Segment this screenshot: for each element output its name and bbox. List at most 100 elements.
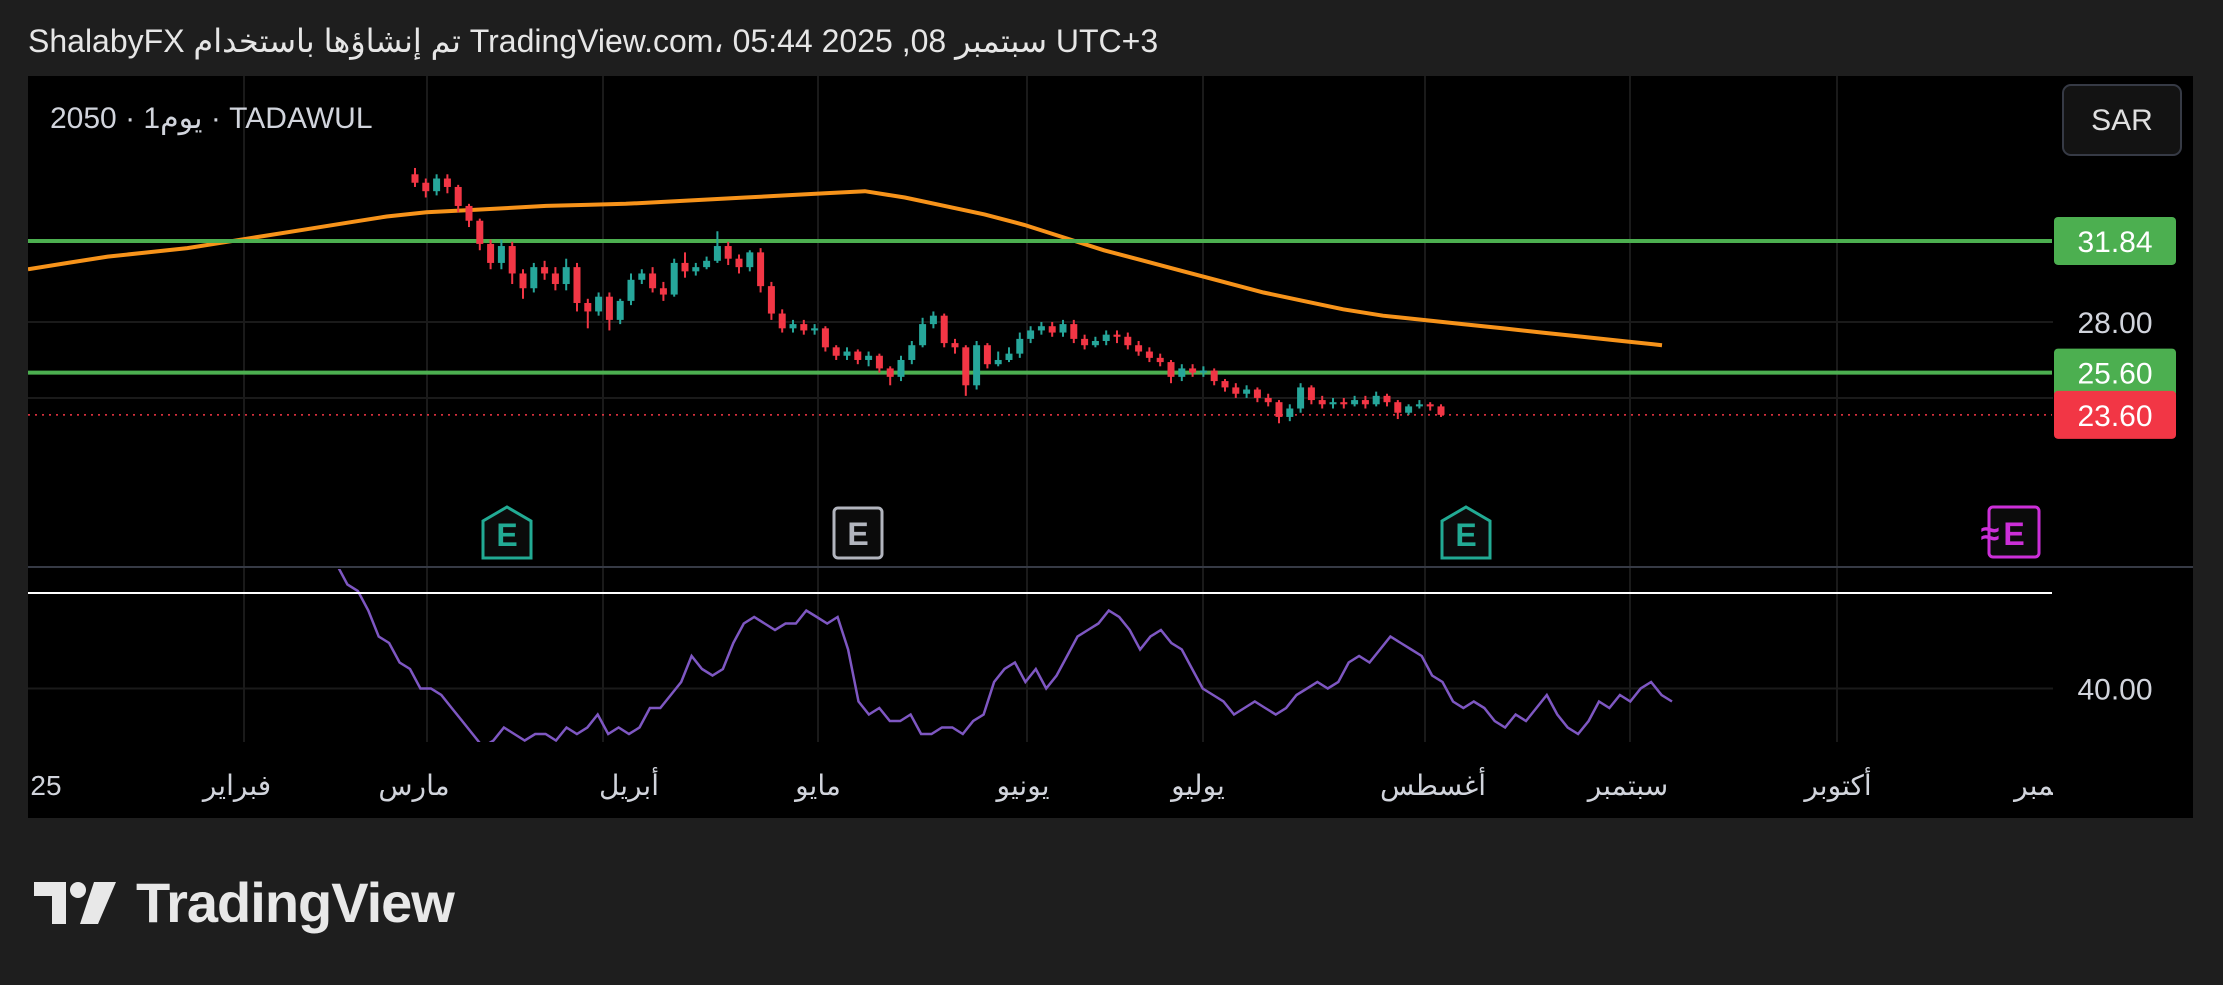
candle[interactable]	[1340, 397, 1348, 409]
candle[interactable]	[713, 231, 721, 263]
candle[interactable]	[940, 313, 948, 348]
candle[interactable]	[1059, 319, 1067, 337]
candle[interactable]	[476, 218, 484, 251]
candle[interactable]	[422, 178, 430, 198]
candle[interactable]	[1005, 347, 1013, 363]
candle[interactable]	[1297, 383, 1305, 413]
candle[interactable]	[465, 203, 473, 228]
candle[interactable]	[595, 292, 603, 316]
candle[interactable]	[1415, 400, 1423, 409]
candle[interactable]	[1383, 393, 1391, 407]
candle[interactable]	[789, 319, 797, 333]
candle[interactable]	[454, 184, 462, 213]
candle[interactable]	[1307, 385, 1315, 405]
candle[interactable]	[681, 252, 689, 278]
candle[interactable]	[832, 345, 840, 360]
candle[interactable]	[854, 349, 862, 365]
candle[interactable]	[724, 241, 732, 266]
chart-pane[interactable]	[28, 76, 2193, 818]
candle[interactable]	[865, 351, 873, 367]
candle[interactable]	[692, 262, 700, 276]
candle[interactable]	[886, 366, 894, 386]
candle[interactable]	[973, 340, 981, 390]
candle[interactable]	[1135, 340, 1143, 356]
candle[interactable]	[411, 167, 419, 187]
candle[interactable]	[1318, 395, 1326, 409]
rsi-line[interactable]	[337, 565, 1673, 747]
candle[interactable]	[508, 241, 516, 285]
candle[interactable]	[1426, 402, 1434, 411]
candle[interactable]	[1351, 395, 1359, 407]
candle[interactable]	[1178, 364, 1186, 382]
candles[interactable]	[411, 167, 1445, 424]
last-price-badge[interactable]: 23.60	[2054, 390, 2176, 439]
candle[interactable]	[1145, 347, 1153, 363]
candle[interactable]	[778, 309, 786, 333]
candle[interactable]	[1253, 387, 1261, 403]
candle[interactable]	[919, 317, 927, 348]
candle[interactable]	[1243, 385, 1251, 398]
candle[interactable]	[1037, 322, 1045, 335]
candle[interactable]	[1070, 319, 1078, 344]
candle[interactable]	[1394, 400, 1402, 420]
moving-average-line[interactable]	[28, 189, 1663, 348]
candle[interactable]	[1264, 393, 1272, 407]
candle[interactable]	[670, 258, 678, 297]
candle[interactable]	[487, 239, 495, 270]
candle[interactable]	[638, 269, 646, 285]
candle[interactable]	[1405, 404, 1413, 415]
candle[interactable]	[1286, 404, 1294, 422]
candle[interactable]	[800, 319, 808, 335]
candle[interactable]	[757, 248, 765, 293]
earnings-marker-icon[interactable]: E	[481, 505, 533, 560]
candle[interactable]	[1156, 353, 1164, 367]
candle[interactable]	[443, 174, 451, 194]
candle[interactable]	[994, 351, 1002, 367]
candle[interactable]	[1275, 400, 1283, 424]
candle[interactable]	[929, 311, 937, 329]
candle[interactable]	[843, 347, 851, 360]
candle[interactable]	[1048, 322, 1056, 337]
candle[interactable]	[1210, 368, 1218, 386]
candle[interactable]	[1091, 336, 1099, 348]
candle[interactable]	[605, 292, 613, 331]
candle[interactable]	[983, 343, 991, 369]
candle[interactable]	[1113, 330, 1121, 344]
candle[interactable]	[875, 353, 883, 373]
candle[interactable]	[1232, 383, 1240, 398]
candle[interactable]	[703, 256, 711, 270]
candle[interactable]	[951, 338, 959, 354]
candle[interactable]	[1102, 330, 1110, 346]
earnings-marker-icon[interactable]: E	[1440, 505, 1492, 560]
candle[interactable]	[627, 273, 635, 306]
level-price-badge[interactable]: 25.60	[2054, 348, 2176, 397]
candle[interactable]	[551, 267, 559, 291]
candle[interactable]	[649, 267, 657, 293]
candle[interactable]	[541, 260, 549, 280]
candle[interactable]	[821, 326, 829, 352]
candle[interactable]	[433, 174, 441, 196]
candle[interactable]	[1167, 359, 1175, 384]
candle[interactable]	[584, 298, 592, 329]
candle[interactable]	[573, 262, 581, 312]
candle[interactable]	[1124, 332, 1132, 350]
level-price-badge[interactable]: 31.84	[2054, 216, 2176, 265]
candle[interactable]	[1361, 395, 1369, 409]
currency-button[interactable]: SAR	[2062, 84, 2182, 156]
candle[interactable]	[908, 340, 916, 365]
candle[interactable]	[659, 281, 667, 301]
candle[interactable]	[1081, 334, 1089, 350]
candle[interactable]	[746, 250, 754, 272]
candle[interactable]	[519, 269, 527, 299]
candle[interactable]	[897, 355, 905, 382]
candle[interactable]	[811, 324, 819, 335]
candle[interactable]	[735, 254, 743, 274]
tradingview-brand[interactable]: TradingView	[32, 870, 455, 935]
candle[interactable]	[616, 298, 624, 325]
candle[interactable]	[1372, 391, 1380, 407]
candle[interactable]	[530, 262, 538, 293]
candle[interactable]	[1027, 326, 1035, 344]
candle[interactable]	[962, 345, 970, 396]
candle[interactable]	[1437, 404, 1445, 417]
